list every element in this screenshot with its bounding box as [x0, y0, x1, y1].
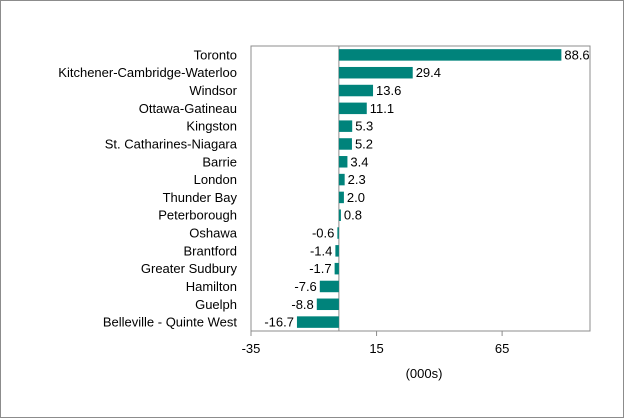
bar — [338, 102, 367, 115]
category-label: Belleville - Quinte West — [103, 315, 238, 330]
bar — [338, 173, 345, 186]
value-label: 88.6 — [564, 47, 589, 62]
bar — [338, 138, 352, 150]
value-label: -7.6 — [294, 279, 316, 294]
category-label: Hamilton — [186, 279, 237, 294]
category-label: Barrie — [202, 154, 237, 169]
value-label: -1.4 — [310, 243, 332, 258]
category-label: Guelph — [195, 297, 237, 312]
bar — [337, 227, 339, 239]
x-tick-label: 15 — [369, 341, 383, 356]
value-label: 2.0 — [347, 190, 365, 205]
category-label: Greater Sudbury — [141, 261, 238, 276]
category-label: London — [194, 172, 237, 187]
bar — [338, 66, 413, 79]
bars — [296, 49, 562, 328]
value-label: 29.4 — [416, 65, 441, 80]
bar — [338, 84, 374, 97]
value-label: 2.3 — [348, 172, 366, 187]
plot-border — [250, 45, 591, 332]
category-label: Oshawa — [189, 226, 237, 241]
bar — [296, 316, 339, 328]
bar — [335, 245, 339, 257]
value-label: -16.7 — [264, 315, 294, 330]
bar — [338, 156, 348, 168]
category-label: Windsor — [189, 83, 237, 98]
value-label: -0.6 — [312, 226, 334, 241]
bar — [319, 280, 339, 293]
bar — [338, 49, 562, 61]
category-label: Kingston — [186, 119, 237, 134]
value-label: 0.8 — [344, 208, 362, 223]
x-tick-label: -35 — [242, 341, 261, 356]
bar — [334, 262, 339, 275]
bar — [338, 120, 353, 132]
value-label: 5.3 — [355, 119, 373, 134]
category-label: Brantford — [184, 243, 237, 258]
x-axis-ticks: -35 15 65 — [242, 331, 509, 356]
x-axis-title: (000s) — [406, 366, 443, 381]
category-label: Kitchener-Cambridge-Waterloo — [58, 65, 237, 80]
category-label: Ottawa-Gatineau — [139, 101, 237, 116]
value-label: 5.2 — [355, 136, 373, 151]
x-tick-label: 65 — [495, 341, 509, 356]
value-label: 13.6 — [376, 83, 401, 98]
category-label: Toronto — [194, 47, 237, 62]
value-label: -8.8 — [291, 297, 313, 312]
category-label: Thunder Bay — [163, 190, 238, 205]
bar — [338, 209, 341, 221]
category-label: Peterborough — [158, 208, 237, 223]
category-label: St. Catharines-Niagara — [105, 136, 238, 151]
category-labels: Toronto Kitchener-Cambridge-Waterloo Winds… — [58, 47, 237, 329]
value-label: 3.4 — [350, 154, 368, 169]
value-label: -1.7 — [309, 261, 331, 276]
value-label: 11.1 — [370, 101, 394, 116]
value-labels: 88.6 29.4 13.6 11.1 5.3 5.2 3.4 2.3 2.0 0.8 -0.6 -1… — [264, 47, 589, 329]
bar — [338, 191, 344, 204]
bar — [316, 298, 339, 311]
